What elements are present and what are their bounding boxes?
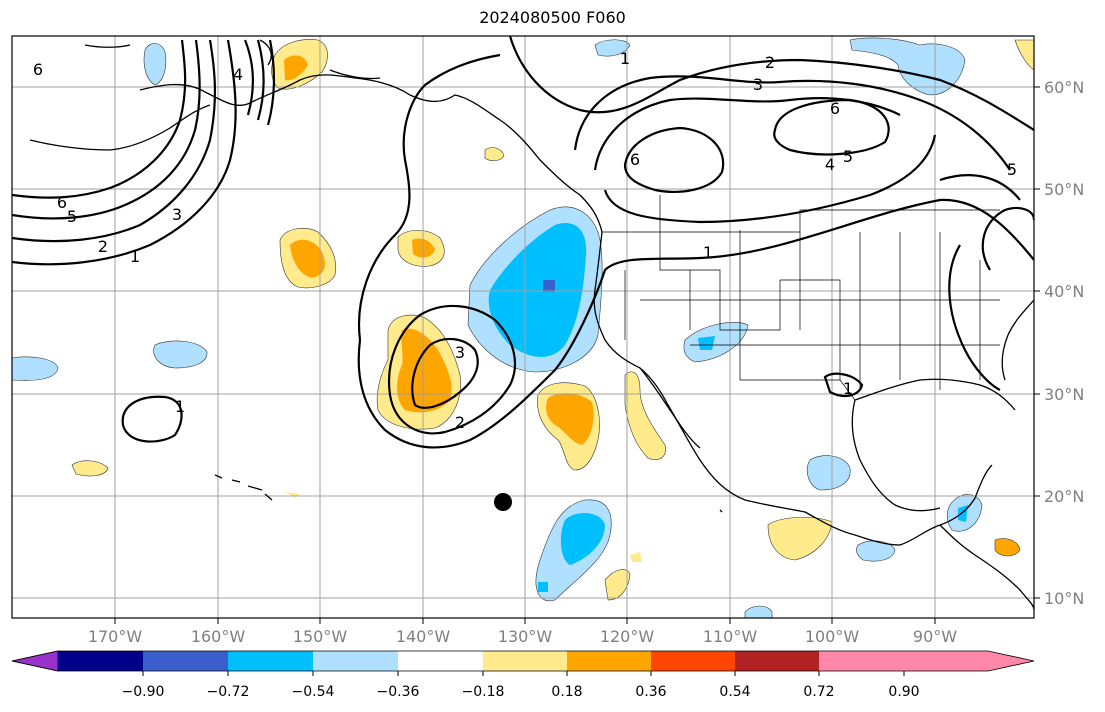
colorbar-max-extend: [904, 651, 1034, 671]
colorbar-segment: [58, 651, 143, 671]
lon-label: 160°W: [191, 627, 246, 646]
storm-position-dot: [494, 493, 512, 511]
longitude-labels: 170°W 160°W 150°W 140°W 130°W 120°W 110°…: [88, 618, 957, 646]
lon-label: 100°W: [805, 627, 860, 646]
lat-label: 60°N: [1044, 78, 1084, 97]
colorbar-segment: [567, 651, 651, 671]
latitude-labels: 60°N 50°N 40°N 30°N 20°N 10°N: [1034, 78, 1084, 608]
colorbar-label: 0.18: [551, 684, 582, 700]
lon-label: 90°W: [913, 627, 957, 646]
colorbar-label: −0.54: [292, 684, 335, 700]
contour-label: 4: [233, 65, 243, 84]
contour-label: 5: [67, 207, 77, 226]
contour-label: 2: [98, 237, 108, 256]
colorbar-label: −0.36: [377, 684, 420, 700]
lon-label: 140°W: [396, 627, 451, 646]
colorbar-label: 0.54: [719, 684, 750, 700]
lat-label: 30°N: [1044, 385, 1084, 404]
contour-label: 1: [843, 379, 853, 398]
colorbar-segment: [735, 651, 819, 671]
colorbar-label: 0.72: [803, 684, 834, 700]
contour-label: 1: [175, 397, 185, 416]
map-title: 2024080500 F060: [479, 8, 626, 27]
colorbar-label: −0.90: [122, 684, 165, 700]
colorbar-segment: [143, 651, 228, 671]
colorbar-segment: [651, 651, 735, 671]
colorbar-label: 0.36: [635, 684, 666, 700]
lon-label: 130°W: [498, 627, 553, 646]
lat-label: 10°N: [1044, 589, 1084, 608]
contour-label: 6: [33, 60, 43, 79]
map-frame: [11, 35, 1035, 619]
colorbar-label: 0.90: [888, 684, 919, 700]
contour-labels: 3 2 1 2 3 5 6 6 4 1 2 3 6 6 5 4 1 1 1 5: [33, 49, 1017, 432]
contour-label: 6: [57, 193, 67, 212]
contour-label: 5: [843, 147, 853, 166]
colorbar-ticks: [142, 671, 905, 676]
colorbar: −0.90 −0.72 −0.54 −0.36 −0.18 0.18 0.36 …: [11, 650, 1035, 700]
colorbar-segment: [228, 651, 313, 671]
contour-label: 1: [130, 247, 140, 266]
contour-label: 2: [765, 53, 775, 72]
lon-label: 170°W: [88, 627, 143, 646]
graticule-grid: [12, 36, 1034, 618]
colorbar-label: −0.72: [207, 684, 250, 700]
contour-label: 3: [753, 75, 763, 94]
lat-label: 20°N: [1044, 487, 1084, 506]
shaded-anomaly-fields: [12, 37, 1034, 618]
contour-label: 3: [455, 343, 465, 362]
colorbar-segment: [819, 651, 904, 671]
lon-label: 120°W: [600, 627, 655, 646]
contour-label: 5: [1007, 160, 1017, 179]
contour-label: 4: [825, 155, 835, 174]
colorbar-min-extend: [11, 650, 59, 672]
colorbar-segment: [398, 651, 483, 671]
lon-label: 150°W: [293, 627, 348, 646]
lon-label: 110°W: [703, 627, 758, 646]
lat-label: 50°N: [1044, 180, 1084, 199]
contour-lines: [12, 36, 1034, 449]
contour-label: 6: [630, 150, 640, 169]
coastlines: [29, 39, 1034, 611]
contour-label: 2: [455, 413, 465, 432]
contour-label: 1: [620, 49, 630, 68]
colorbar-segment: [483, 651, 567, 671]
contour-label: 3: [172, 205, 182, 224]
contour-label: 1: [703, 243, 713, 262]
contour-label: 6: [830, 99, 840, 118]
colorbar-label: −0.18: [462, 684, 505, 700]
colorbar-segment: [313, 651, 398, 671]
lat-label: 40°N: [1044, 282, 1084, 301]
